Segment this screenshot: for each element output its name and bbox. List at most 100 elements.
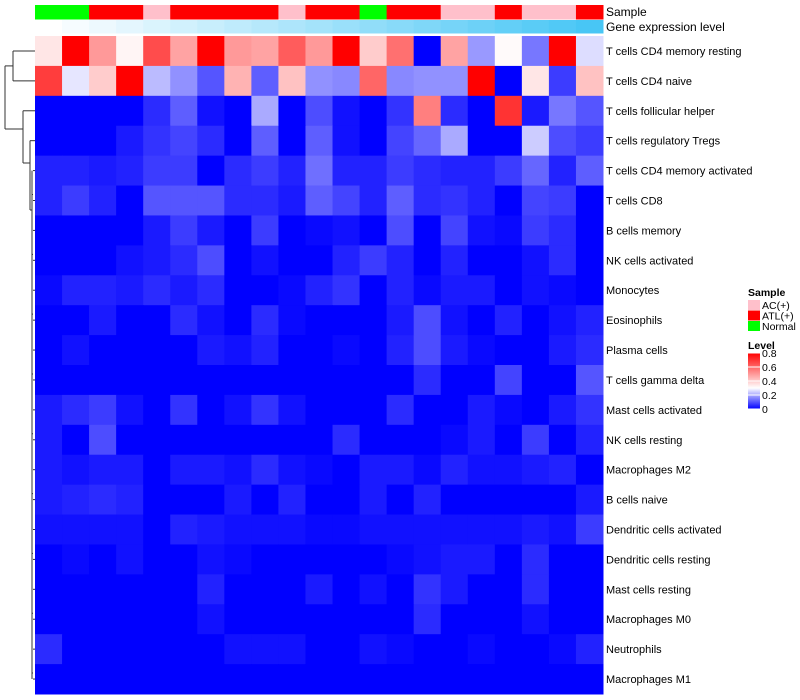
heatmap-cell xyxy=(197,185,225,216)
heatmap-cell xyxy=(62,95,90,127)
gene-expression-annotation-cell xyxy=(116,20,144,34)
heatmap-cell xyxy=(413,544,442,575)
heatmap-cell xyxy=(548,275,577,306)
heatmap-cell xyxy=(170,424,198,456)
heatmap-cell xyxy=(359,185,388,216)
heatmap-cell xyxy=(332,484,361,516)
heatmap-cell xyxy=(278,95,306,127)
sample-annotation-cell xyxy=(359,5,388,20)
heatmap-cell xyxy=(224,514,252,545)
heatmap-cell xyxy=(359,394,388,426)
row-label: T cells follicular helper xyxy=(606,106,715,118)
heatmap-cell xyxy=(440,305,469,336)
heatmap-cell xyxy=(521,664,550,695)
gene-expression-annotation-cell xyxy=(521,20,550,34)
heatmap-cell xyxy=(278,424,306,456)
heatmap-cell xyxy=(116,514,144,545)
heatmap-cell xyxy=(35,185,63,216)
heatmap-cell xyxy=(413,514,442,545)
heatmap-cell xyxy=(413,36,442,67)
heatmap-cell xyxy=(224,95,252,127)
heatmap-cell xyxy=(494,65,523,97)
sample-annotation-cell xyxy=(62,5,90,20)
heatmap-cell xyxy=(305,604,334,635)
heatmap-cell xyxy=(467,574,496,605)
heatmap-cell xyxy=(305,275,334,306)
heatmap-cell xyxy=(197,574,225,605)
sample-annotation-cell xyxy=(305,5,334,20)
heatmap-cell xyxy=(89,305,117,336)
heatmap-cell xyxy=(467,335,496,366)
heatmap-cell xyxy=(386,664,415,695)
heatmap-cell xyxy=(332,394,361,426)
heatmap-cell xyxy=(197,634,225,665)
heatmap-cell xyxy=(359,65,388,97)
row-label: Monocytes xyxy=(606,285,660,297)
heatmap-cell xyxy=(224,275,252,306)
heatmap-cell xyxy=(440,484,469,516)
heatmap-cell xyxy=(548,65,577,97)
heatmap-cell xyxy=(467,185,496,216)
heatmap-cell xyxy=(35,544,63,575)
heatmap-cell xyxy=(332,215,361,246)
heatmap-cell xyxy=(521,454,550,486)
heatmap-cell xyxy=(467,65,496,97)
heatmap-cell xyxy=(386,185,415,216)
heatmap-cell xyxy=(575,574,604,605)
heatmap-cell xyxy=(251,664,279,695)
heatmap-cell xyxy=(116,454,144,486)
sample-annotation-cell xyxy=(224,5,252,20)
heatmap-cell xyxy=(521,514,550,545)
heatmap-cell xyxy=(143,484,171,516)
heatmap-cell xyxy=(548,394,577,426)
heatmap-cell xyxy=(332,424,361,456)
heatmap-cell xyxy=(116,604,144,635)
heatmap-cell xyxy=(386,514,415,545)
heatmap-cell xyxy=(143,155,171,187)
heatmap-cell xyxy=(278,514,306,545)
heatmap-cell xyxy=(251,215,279,246)
heatmap-cell xyxy=(170,305,198,336)
row-label: T cells regulatory Tregs xyxy=(606,136,721,148)
gene-expression-annotation-cell xyxy=(278,20,306,34)
heatmap-cell xyxy=(35,305,63,336)
heatmap-cell xyxy=(386,245,415,276)
heatmap-cell xyxy=(305,155,334,187)
sample-annotation-cell xyxy=(548,5,577,20)
heatmap-cell xyxy=(359,305,388,336)
heatmap-cell xyxy=(197,365,225,396)
heatmap-cell xyxy=(143,634,171,665)
heatmap-cell xyxy=(494,335,523,366)
heatmap-cell xyxy=(359,95,388,127)
sample-annotation-cell xyxy=(35,5,63,20)
heatmap-cell xyxy=(440,424,469,456)
gene-expression-annotation-cell xyxy=(170,20,198,34)
heatmap-cell xyxy=(467,454,496,486)
heatmap-cell xyxy=(575,424,604,456)
heatmap-cell xyxy=(332,305,361,336)
heatmap-cell xyxy=(116,365,144,396)
heatmap-cell xyxy=(521,424,550,456)
heatmap-cell xyxy=(305,484,334,516)
heatmap-cell xyxy=(494,275,523,306)
heatmap-cell xyxy=(62,664,90,695)
heatmap-cell xyxy=(305,125,334,157)
heatmap-cell xyxy=(305,424,334,456)
heatmap-cell xyxy=(494,484,523,516)
heatmap-cell xyxy=(386,544,415,575)
heatmap-cell xyxy=(197,275,225,306)
heatmap-cell xyxy=(35,484,63,516)
heatmap-cell xyxy=(170,574,198,605)
heatmap-cell xyxy=(494,185,523,216)
heatmap-cell xyxy=(575,335,604,366)
heatmap-cell xyxy=(521,305,550,336)
heatmap-cell xyxy=(413,215,442,246)
heatmap-cell xyxy=(62,394,90,426)
sample-annotation-cell xyxy=(116,5,144,20)
heatmap-cell xyxy=(386,634,415,665)
heatmap-cell xyxy=(440,275,469,306)
heatmap-cell xyxy=(575,484,604,516)
heatmap-cell xyxy=(224,634,252,665)
sample-annotation-cell xyxy=(170,5,198,20)
heatmap-cell xyxy=(575,155,604,187)
